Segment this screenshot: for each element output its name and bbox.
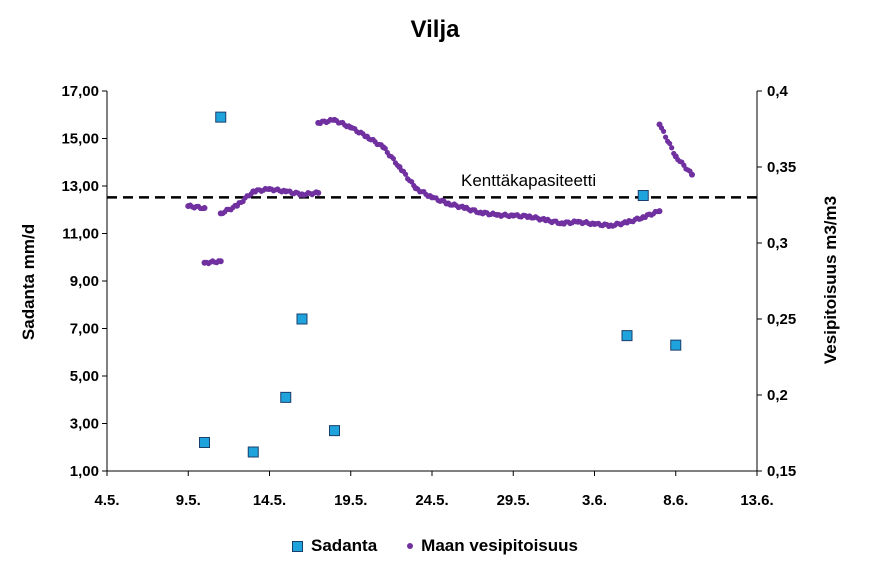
moisture-trace-point xyxy=(443,201,449,207)
moisture-trace-point xyxy=(667,140,673,147)
x-tick-label: 3.6. xyxy=(582,492,607,509)
sadanta-point xyxy=(215,111,227,123)
legend-item-maan-vesipitoisuus: Maan vesipitoisuus xyxy=(407,536,578,556)
moisture-trace-point xyxy=(394,162,401,168)
y-tick-label: 13,00 xyxy=(61,178,99,195)
x-tick-label: 29.5. xyxy=(497,492,530,509)
moisture-trace-point xyxy=(402,171,409,177)
moisture-trace-point xyxy=(248,191,254,197)
y-tick-label: 3,00 xyxy=(70,416,99,433)
moisture-trace-point xyxy=(557,221,563,227)
sadanta-point xyxy=(296,313,308,325)
x-tick-label: 9.5. xyxy=(176,492,201,509)
moisture-trace-point xyxy=(508,212,514,218)
y-tick-label: 15,00 xyxy=(61,131,99,148)
moisture-trace-point xyxy=(606,223,612,230)
data-marks xyxy=(185,111,695,458)
moisture-trace-point xyxy=(264,186,271,192)
reference-line-label: Kenttäkapasiteetti xyxy=(461,171,596,190)
y-tick-label: 17,00 xyxy=(61,83,99,100)
moisture-trace-point xyxy=(671,150,677,157)
sadanta-point xyxy=(637,190,649,201)
moisture-trace-point xyxy=(622,219,628,225)
legend-item-sadanta: Sadanta xyxy=(292,536,377,556)
moisture-trace-point xyxy=(638,216,644,222)
y2-tick-label: 0,35 xyxy=(767,159,796,176)
x-tick-label: 4.5. xyxy=(94,492,119,509)
moisture-trace-point xyxy=(378,142,384,148)
sadanta-point xyxy=(280,391,292,403)
sadanta-point xyxy=(199,437,210,448)
chart-title: Vilja xyxy=(410,16,460,43)
moisture-trace-point xyxy=(313,189,319,195)
moisture-trace-point xyxy=(541,215,547,222)
legend-dot-marker xyxy=(407,543,414,549)
legend: Sadanta Maan vesipitoisuus xyxy=(0,536,870,556)
legend-label-sadanta: Sadanta xyxy=(311,536,378,555)
moisture-trace-point xyxy=(660,128,667,134)
moisture-trace-point xyxy=(346,123,352,129)
moisture-trace-point xyxy=(524,214,531,221)
moisture-trace-point xyxy=(232,202,238,209)
moisture-trace-point xyxy=(589,220,596,226)
moisture-trace-point xyxy=(390,155,397,162)
moisture-trace-point xyxy=(662,134,669,140)
moisture-trace-point xyxy=(687,168,693,174)
moisture-trace-point xyxy=(199,205,206,212)
y-tick-label: 11,00 xyxy=(62,226,99,243)
legend-label-maan-vesipitoisuus: Maan vesipitoisuus xyxy=(421,536,578,555)
y2-tick-label: 0,15 xyxy=(767,463,796,480)
sadanta-point xyxy=(670,339,682,351)
sadanta-point xyxy=(329,425,340,437)
moisture-trace-point xyxy=(459,203,466,209)
axes: 1,00 3,00 5,00 7,00 9,00 11,00 13,00 15,00 17,00… xyxy=(61,83,796,509)
moisture-trace-point xyxy=(411,182,417,189)
moisture-trace-point xyxy=(382,145,388,152)
sadanta-point xyxy=(621,330,633,342)
y-tick-label: 7,00 xyxy=(70,321,99,338)
y2-tick-label: 0,4 xyxy=(767,83,789,100)
y2-axis-label: Vesipitoisuus m3/m3 xyxy=(821,196,840,364)
legend-square-marker xyxy=(292,540,304,552)
y2-tick-label: 0,3 xyxy=(767,235,788,252)
y-axis-label: Sadanta mm/d xyxy=(19,224,38,340)
moisture-trace-point xyxy=(427,193,433,199)
x-tick-label: 13.6. xyxy=(740,492,773,509)
moisture-trace-point xyxy=(492,211,498,218)
moisture-trace-point xyxy=(216,258,222,264)
moisture-trace-point xyxy=(362,133,368,140)
x-tick-label: 8.6. xyxy=(663,492,688,509)
y-tick-label: 1,00 xyxy=(70,463,99,480)
y-tick-label: 9,00 xyxy=(70,273,99,290)
y2-tick-label: 0,25 xyxy=(767,311,796,328)
moisture-trace-point xyxy=(669,145,675,151)
moisture-trace-point xyxy=(281,187,287,193)
x-tick-label: 14.5. xyxy=(253,492,286,509)
moisture-trace-point xyxy=(654,209,661,215)
moisture-trace-point xyxy=(476,210,482,216)
y2-tick-label: 0,2 xyxy=(767,387,788,404)
x-tick-label: 24.5. xyxy=(415,492,448,509)
moisture-trace-point xyxy=(329,117,336,123)
y-tick-label: 5,00 xyxy=(70,368,99,385)
sadanta-point xyxy=(247,446,259,458)
x-tick-label: 19.5. xyxy=(334,492,367,509)
moisture-trace-point xyxy=(297,192,303,198)
moisture-trace-point xyxy=(573,219,579,225)
